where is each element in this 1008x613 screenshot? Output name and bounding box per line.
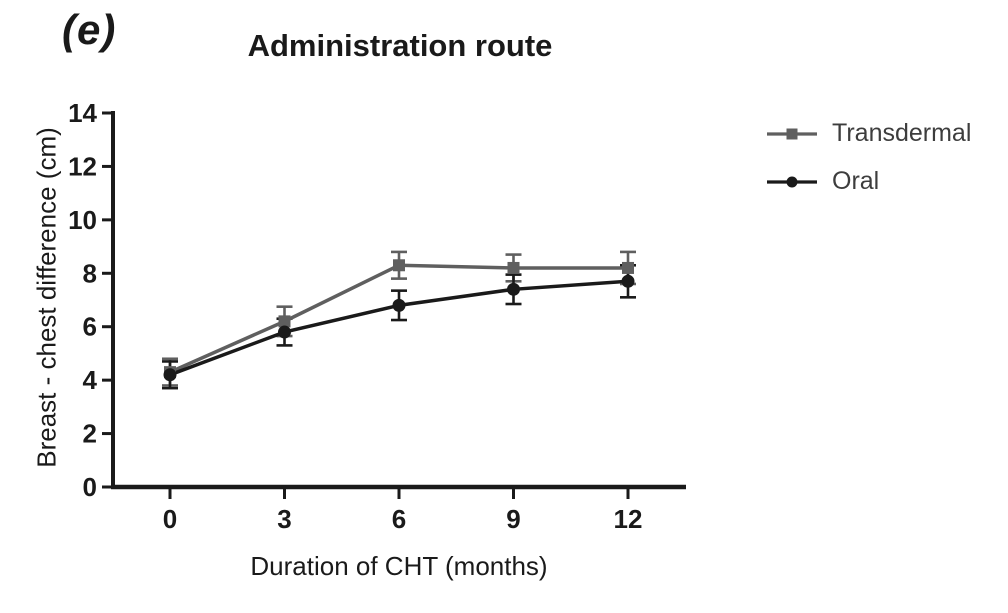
panel-label: (e) [62, 6, 117, 53]
y-tick-label: 6 [83, 312, 97, 342]
circle-marker [621, 274, 635, 288]
legend-item-transdermal: Transdermal [766, 119, 971, 148]
x-axis-label: Duration of CHT (months) [250, 551, 548, 581]
x-tick-label: 6 [392, 504, 406, 534]
square-marker [393, 259, 405, 272]
x-tick-label: 9 [506, 504, 520, 534]
y-tick-label: 2 [83, 419, 97, 449]
circle-marker [507, 282, 520, 296]
square-marker [622, 261, 634, 274]
circle-marker-icon [767, 176, 817, 187]
y-tick-label: 0 [83, 472, 97, 502]
x-tick-label: 12 [614, 504, 643, 534]
x-tick-label: 3 [277, 504, 291, 534]
square-marker [278, 315, 291, 328]
y-tick-label: 10 [68, 205, 97, 235]
legend: Transdermal Oral [766, 119, 971, 196]
x-tick-label: 0 [163, 504, 177, 534]
circle-marker [392, 298, 406, 312]
y-tick-label: 12 [68, 151, 97, 181]
legend-label: Oral [832, 167, 880, 195]
square-marker-icon [767, 128, 817, 139]
square-marker [507, 261, 520, 274]
y-tick-label: 14 [68, 98, 97, 128]
legend-item-oral: Oral [766, 167, 971, 196]
chart-title: Administration route [247, 28, 553, 63]
y-tick-label: 8 [83, 258, 97, 288]
circle-marker [278, 325, 291, 339]
legend-label: Transdermal [832, 119, 972, 147]
y-tick-label: 4 [83, 365, 98, 395]
circle-marker [163, 368, 177, 382]
